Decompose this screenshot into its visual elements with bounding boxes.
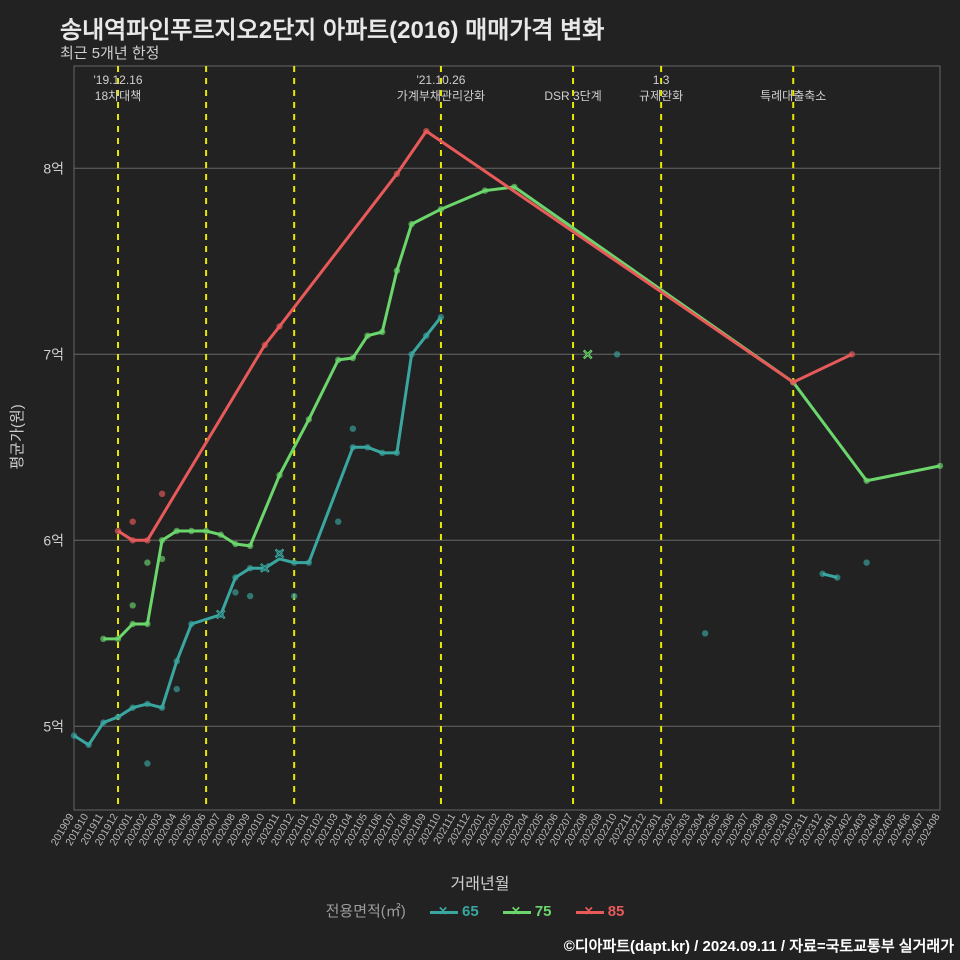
- policy-annotation: 18차대책: [95, 88, 141, 103]
- y-tick-label: 8억: [43, 160, 64, 176]
- y-tick-label: 6억: [43, 532, 64, 548]
- data-point: [144, 760, 150, 766]
- legend-item-85: 85: [576, 903, 625, 920]
- legend: 전용면적(㎡) 65 75 85: [0, 900, 960, 921]
- data-point: [247, 593, 253, 599]
- policy-annotation: DSR 3단계: [544, 89, 601, 103]
- x-marker: ✕: [582, 346, 594, 362]
- data-point: [350, 426, 356, 432]
- data-point: [130, 602, 136, 608]
- data-point: [174, 686, 180, 692]
- legend-title: 전용면적(㎡): [326, 903, 406, 920]
- legend-item-75: 75: [503, 903, 552, 920]
- policy-annotation: 가계부채관리강화: [397, 89, 485, 103]
- policy-annotation: 1.3: [653, 73, 670, 87]
- policy-annotation: '21.10.26: [416, 73, 465, 87]
- data-point: [144, 559, 150, 565]
- series-line-65: [823, 574, 838, 578]
- data-point: [232, 589, 238, 595]
- data-point: [291, 593, 297, 599]
- policy-annotation: 특례대출축소: [760, 89, 826, 103]
- y-tick-label: 7억: [43, 346, 64, 362]
- data-point: [614, 351, 620, 357]
- data-point: [130, 519, 136, 525]
- series-line-75: [103, 187, 940, 639]
- data-point: [159, 491, 165, 497]
- x-marker: ✕: [215, 607, 227, 623]
- x-marker: ✕: [274, 545, 286, 561]
- data-point: [702, 630, 708, 636]
- policy-annotation: 규제완화: [639, 89, 683, 103]
- credit-text: ©디아파트(dapt.kr) / 2024.09.11 / 자료=국토교통부 실…: [564, 935, 954, 956]
- data-point: [335, 519, 341, 525]
- x-marker: ✕: [259, 560, 271, 576]
- chart-plot: ✕✕✕✕ 20190920191020191120191220200120200…: [0, 0, 960, 960]
- legend-item-65: 65: [430, 903, 479, 920]
- policy-annotation: '19.12.16: [94, 73, 143, 87]
- data-point: [863, 559, 869, 565]
- y-tick-label: 5억: [43, 718, 64, 734]
